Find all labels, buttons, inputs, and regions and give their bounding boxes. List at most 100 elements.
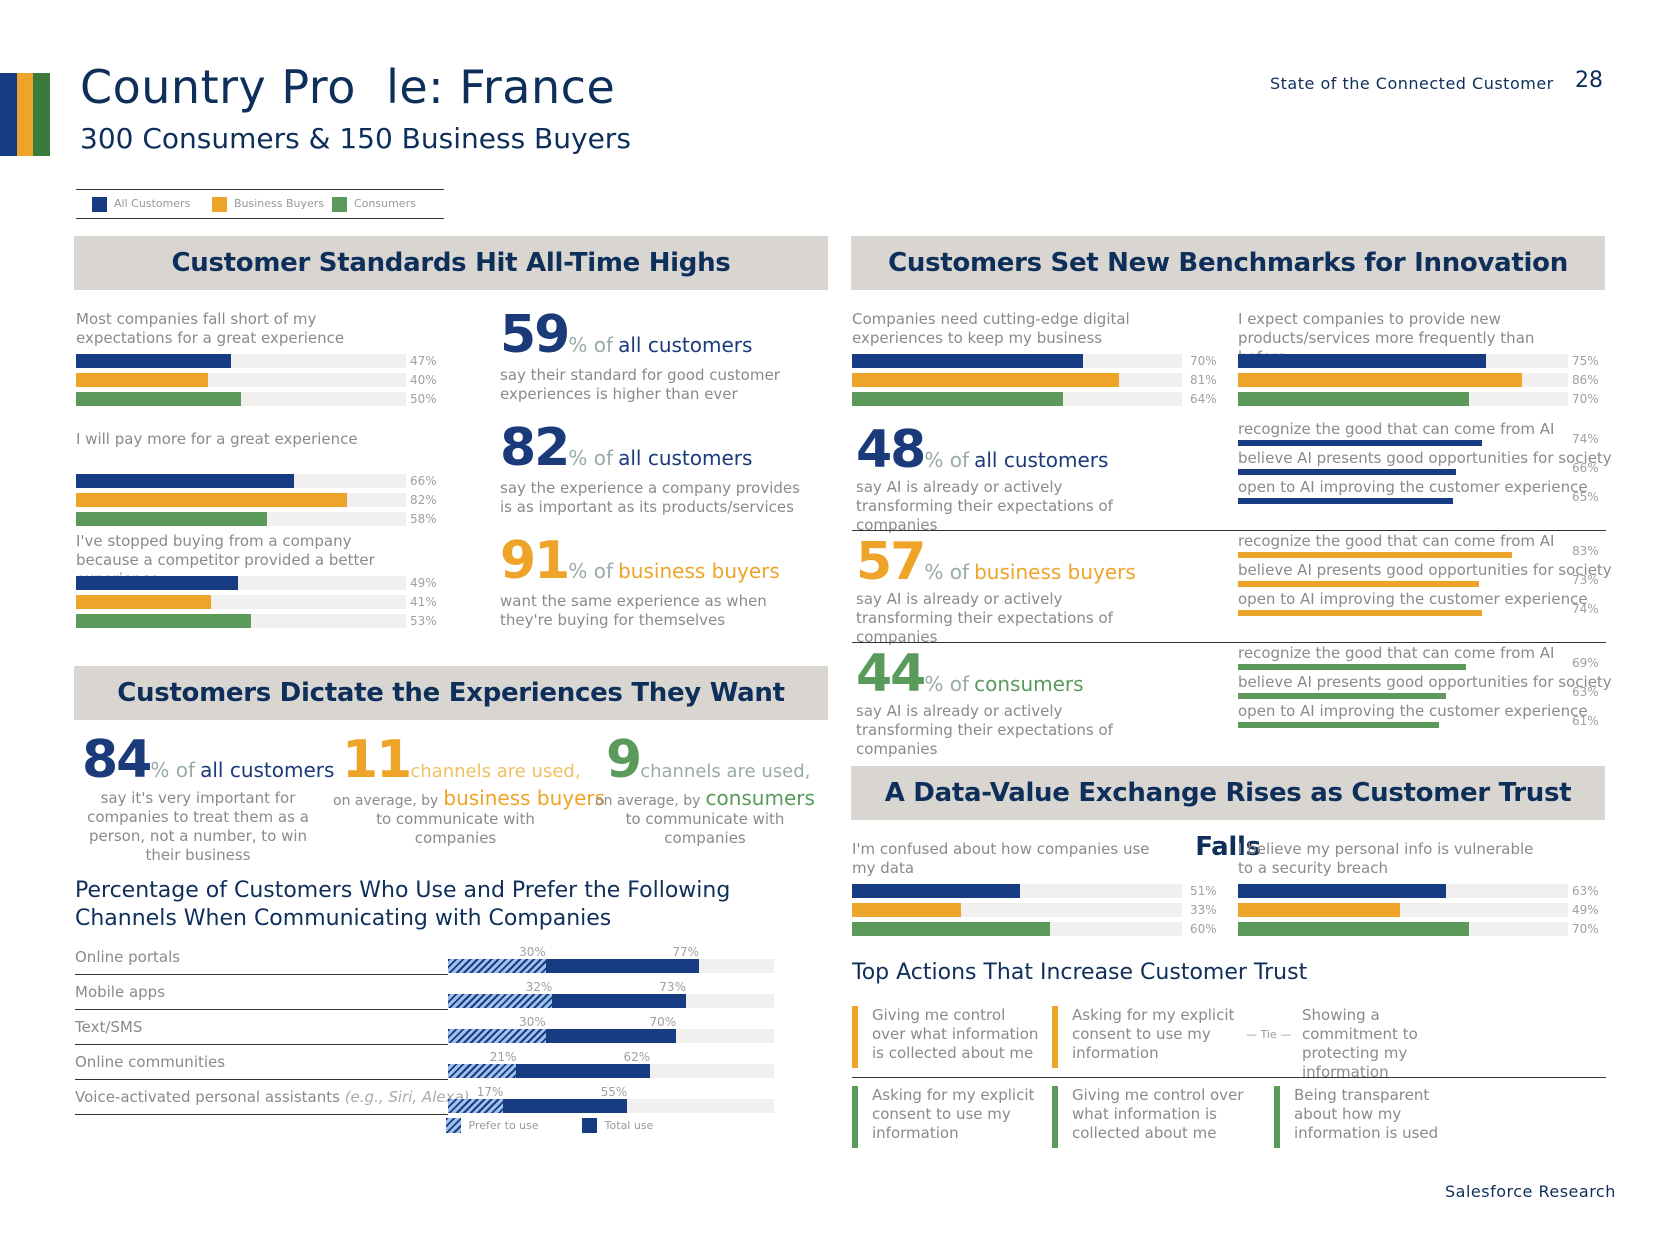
stat-11: 11channels are used, — [342, 730, 581, 790]
trust-action-consumers-3: Being transparent about how my informati… — [1274, 1086, 1464, 1148]
stat-suffix: channels are used, — [410, 761, 581, 782]
bar-track — [852, 392, 1182, 406]
bar-business — [852, 903, 961, 917]
stat-who: business buyers — [618, 559, 780, 583]
bar-track — [76, 512, 406, 526]
stat-number: 11 — [342, 730, 412, 790]
ai-item-value: 61% — [1572, 714, 1599, 728]
channel-name: Text/SMS — [75, 1018, 143, 1036]
stat-who: all customers — [618, 446, 753, 470]
bar-value-label: 70% — [1572, 922, 1599, 936]
channel-label: Online communities — [75, 1053, 225, 1072]
channel-prefer-value: 32% — [525, 980, 553, 994]
channel-prefer-value: 30% — [519, 1015, 546, 1029]
ai-item-bar — [1238, 469, 1456, 475]
bar-business — [1238, 373, 1522, 387]
bar-all — [1238, 884, 1446, 898]
bar-track — [76, 493, 406, 507]
legend: All Customers Business Buyers Consumers — [76, 189, 444, 219]
section-header-trust: A Data-Value Exchange Rises as Customer … — [851, 766, 1605, 862]
channel-name: Voice-activated personal assistants — [75, 1088, 340, 1106]
bar-value-label: 41% — [410, 595, 437, 609]
channels-title-line2: Channels When Communicating with Compani… — [75, 906, 612, 931]
bar-business — [76, 595, 212, 609]
ai-divider — [852, 642, 1606, 643]
stat-number: 48 — [856, 420, 926, 480]
bar-group-label: Companies need cutting-edge digital expe… — [852, 310, 1130, 347]
bar-group-label: I've stopped buying from a company becau… — [76, 532, 375, 588]
stat-number: 44 — [856, 644, 926, 704]
stat-suffix: % of — [568, 446, 614, 470]
bar-track — [76, 474, 406, 488]
bar-value-label: 40% — [410, 373, 437, 387]
trust-divider — [852, 1077, 1606, 1078]
trust-tie-label: Tie — [1260, 1028, 1277, 1041]
channels-legend: Prefer to use Total use — [446, 1118, 653, 1133]
bar-group-label: I'm confused about how companies use my … — [852, 840, 1150, 877]
stat-who: all customers — [200, 758, 335, 782]
legend-swatch-total — [582, 1118, 598, 1133]
channel-track — [448, 1064, 774, 1078]
ai-item-value: 65% — [1572, 490, 1599, 504]
ai-item-label: believe AI presents good opportunities f… — [1238, 561, 1612, 579]
bar-consumers — [852, 922, 1050, 936]
bar-all — [852, 354, 1083, 368]
brand-stripe-navy — [0, 73, 17, 156]
stat-84: 84% of all customers — [82, 730, 334, 790]
channel-prefer-bar — [448, 994, 553, 1008]
channel-prefer-value: 21% — [489, 1050, 517, 1064]
channel-rule — [75, 1079, 448, 1080]
ai-item-track — [1238, 722, 1568, 728]
channel-name: Online communities — [75, 1053, 226, 1071]
legend-label-consumers: Consumers — [354, 197, 416, 210]
ai-item-track — [1238, 610, 1568, 616]
ai-stat-desc: say AI is already or actively transformi… — [856, 702, 1113, 758]
ai-item-bar — [1238, 664, 1466, 670]
bar-value-label: 63% — [1572, 884, 1599, 898]
ai-divider — [852, 530, 1606, 531]
legend-label-prefer: Prefer to use — [468, 1118, 539, 1132]
channel-total-value: 62% — [623, 1050, 651, 1064]
stat-9: 9channels are used, — [606, 730, 810, 790]
bar-all — [76, 576, 238, 590]
bar-value-label: 66% — [410, 474, 437, 488]
bar-track — [1238, 354, 1568, 368]
channel-total-value: 70% — [649, 1015, 677, 1029]
channel-label: Online portals — [75, 948, 180, 967]
ai-item-value: 73% — [1572, 573, 1599, 587]
stat-82: 82% of all customers — [500, 418, 752, 478]
channels-title-line1: Percentage of Customers Who Use and Pref… — [75, 878, 731, 903]
stat-suffix: % of — [924, 672, 970, 696]
bar-consumers — [1238, 922, 1469, 936]
channel-track — [448, 959, 774, 973]
bar-value-label: 51% — [1190, 884, 1217, 898]
bar-group-label: I believe my personal info is vulnerable… — [1238, 840, 1534, 877]
stat-suffix: % of — [150, 758, 196, 782]
channel-prefer-bar — [448, 959, 546, 973]
stat-number: 91 — [500, 531, 570, 591]
bar-value-label: 86% — [1572, 373, 1599, 387]
stat-9-desc: to communicate with companies — [625, 810, 785, 847]
ai-item-label: open to AI improving the customer experi… — [1238, 702, 1588, 720]
page-number: 28 — [1575, 68, 1603, 93]
bar-track — [1238, 392, 1568, 406]
legend-label-business: Business Buyers — [234, 197, 325, 210]
bar-value-label: 64% — [1190, 392, 1217, 406]
ai-item-label: recognize the good that can come from AI — [1238, 532, 1555, 550]
bar-track — [1238, 922, 1568, 936]
stat-suffix: % of — [568, 559, 614, 583]
ai-item-bar — [1238, 693, 1446, 699]
bar-all — [1238, 354, 1486, 368]
stat-number: 59 — [500, 305, 570, 365]
bar-business — [76, 373, 208, 387]
bar-track — [76, 392, 406, 406]
ai-stat: 57% of business buyers — [856, 532, 1136, 592]
stat-who: all customers — [974, 448, 1109, 472]
stat-11-desc: to communicate with companies — [376, 810, 535, 847]
ai-item-track — [1238, 440, 1568, 446]
bar-all — [76, 474, 294, 488]
legend-label-total: Total use — [604, 1118, 654, 1132]
channels-title: Percentage of Customers Who Use and Pref… — [75, 877, 730, 933]
stat-pre: on average, by — [595, 793, 701, 809]
trust-action-consumers-2: Giving me control over what information … — [1052, 1086, 1252, 1148]
